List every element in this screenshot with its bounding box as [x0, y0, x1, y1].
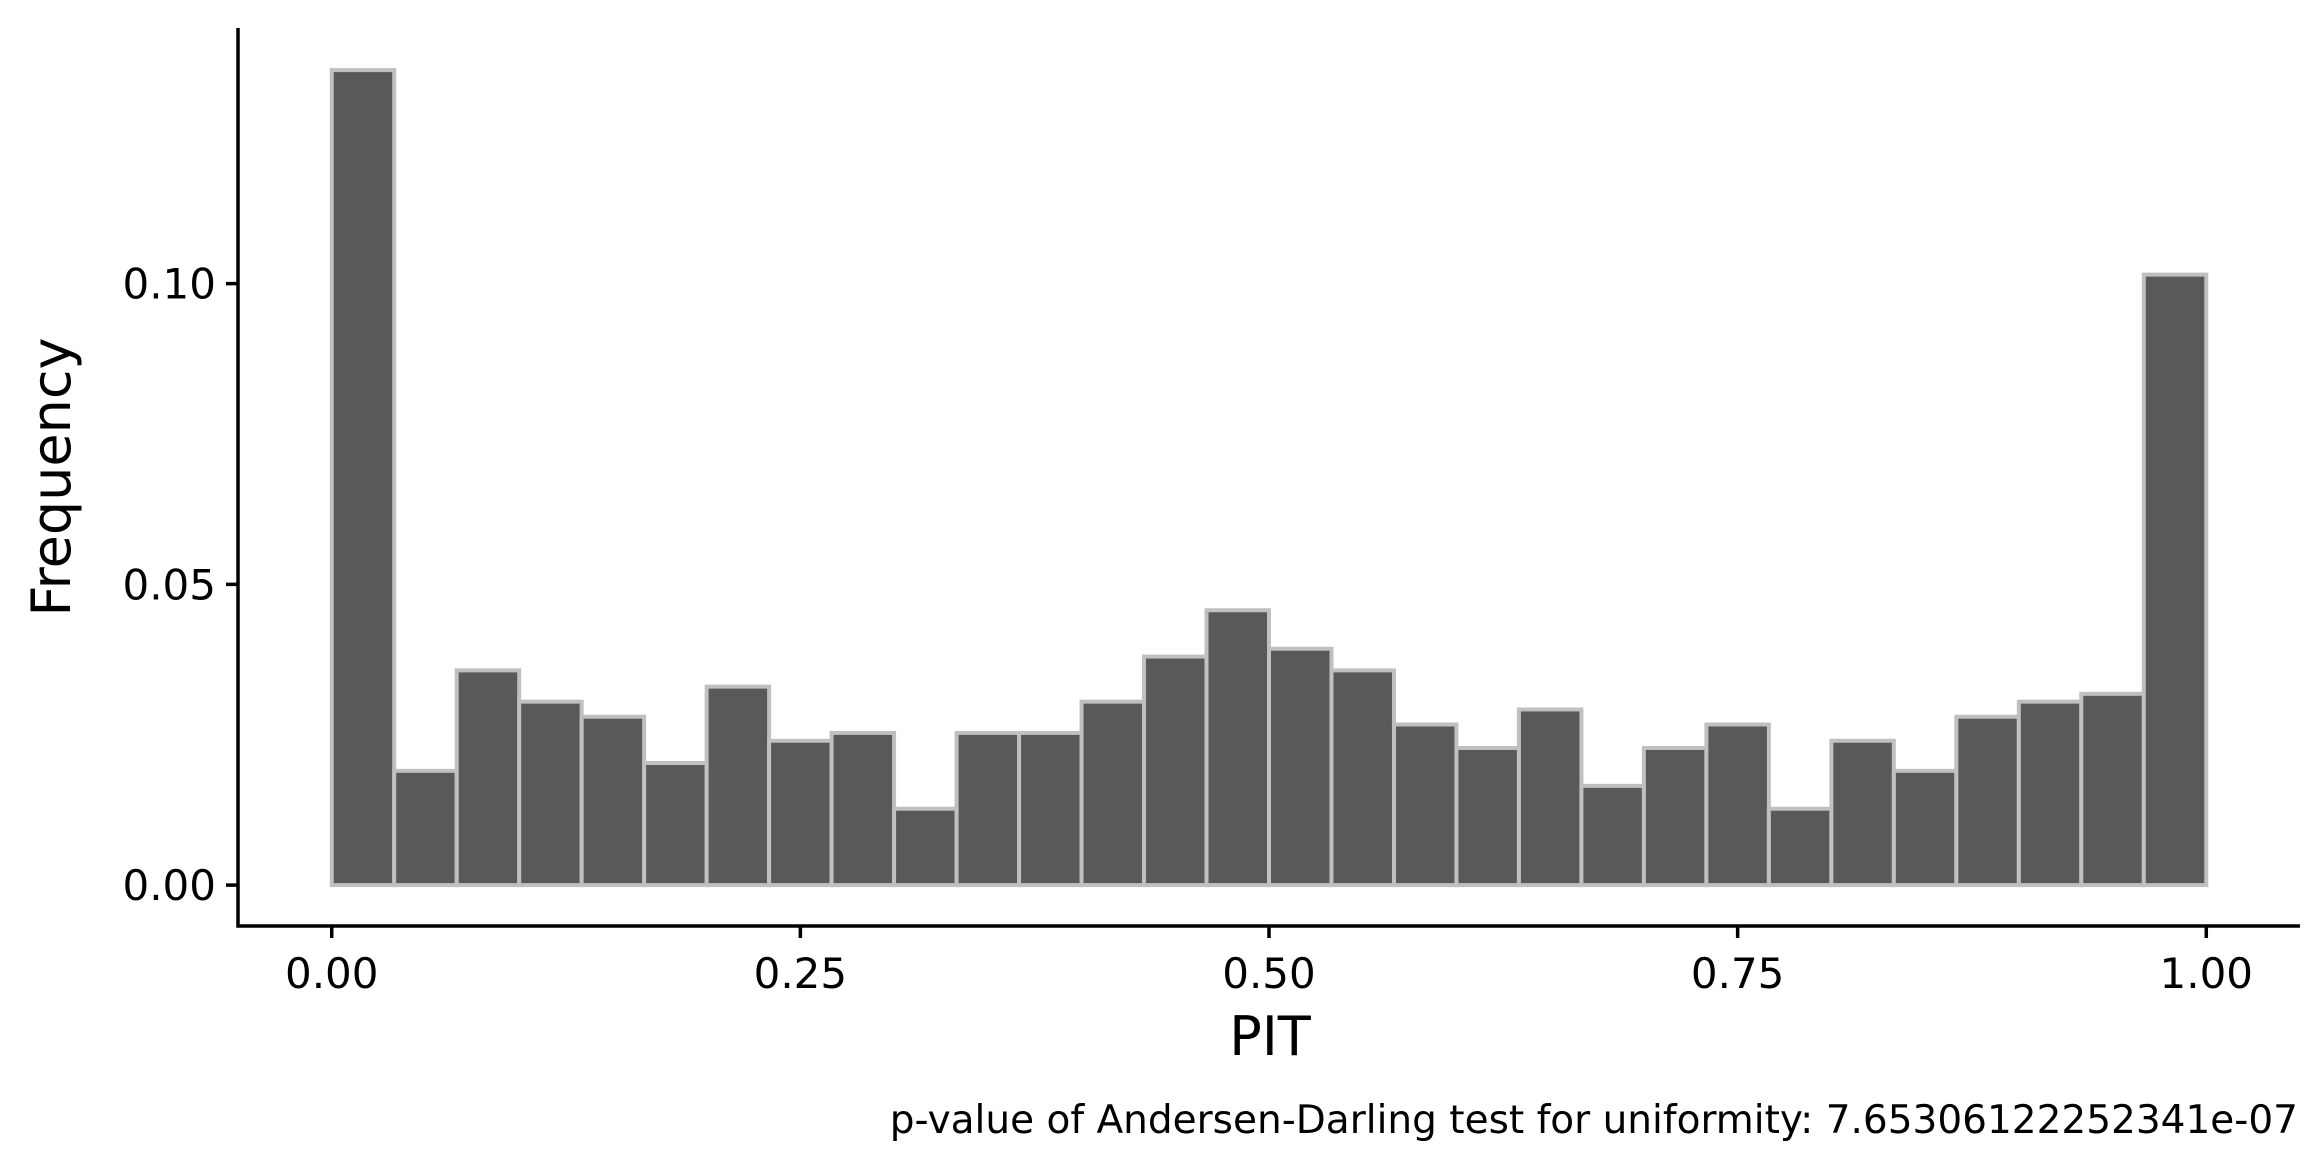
histogram-bar [892, 806, 959, 888]
axes-layer [236, 28, 2300, 928]
histogram-bar [2016, 699, 2084, 888]
histogram-bar [1766, 806, 1834, 888]
histogram-bar [1829, 738, 1896, 888]
histogram-bar [1204, 608, 1271, 888]
x-tick-label: 1.00 [2160, 949, 2254, 998]
x-tick-label: 0.00 [285, 949, 379, 998]
x-tick-label: 0.50 [1222, 949, 1316, 998]
histogram-bar [2079, 691, 2146, 888]
histogram-bar [829, 730, 897, 888]
histogram-bar [392, 768, 459, 888]
histogram-bar [704, 684, 772, 888]
histogram-bar [1267, 646, 1334, 888]
histogram-bar [329, 68, 397, 888]
histogram-bar [2141, 272, 2209, 888]
p-value-caption: p-value of Andersen-Darling test for uni… [890, 1098, 2298, 1143]
bars-layer [329, 68, 2209, 888]
histogram-bar [1329, 668, 1396, 888]
y-axis-title: Frequency [20, 338, 83, 617]
histogram-bar [517, 699, 584, 888]
histogram-bar [1391, 722, 1459, 888]
y-tick-label: 0.00 [122, 861, 216, 910]
axis-frame [236, 28, 2300, 928]
histogram-bar [1579, 783, 1646, 888]
histogram-bar [1954, 714, 2021, 888]
histogram-bar [1079, 699, 1147, 888]
histogram-bar [1891, 768, 1959, 888]
x-tick-label: 0.25 [754, 949, 848, 998]
histogram-bar [579, 714, 647, 888]
histogram-bar [767, 738, 834, 888]
histogram-bar [1017, 730, 1084, 888]
histogram-bar [954, 730, 1022, 888]
histogram-bar [1641, 745, 1709, 888]
y-tick-label: 0.10 [122, 260, 216, 309]
histogram-bar [642, 761, 709, 888]
ticks-layer: 0.00 0.25 0.50 0.75 1.00 0.00 0.05 0.10 [122, 260, 2253, 998]
histogram-bar [1454, 745, 1521, 888]
histogram-bar [1516, 707, 1584, 888]
y-tick-label: 0.05 [122, 560, 216, 609]
histogram-bar [1142, 654, 1209, 888]
histogram-bar [1704, 722, 1771, 888]
x-axis-title: PIT [1229, 1005, 1311, 1068]
x-tick-label: 0.75 [1691, 949, 1785, 998]
histogram-bar [454, 668, 522, 888]
